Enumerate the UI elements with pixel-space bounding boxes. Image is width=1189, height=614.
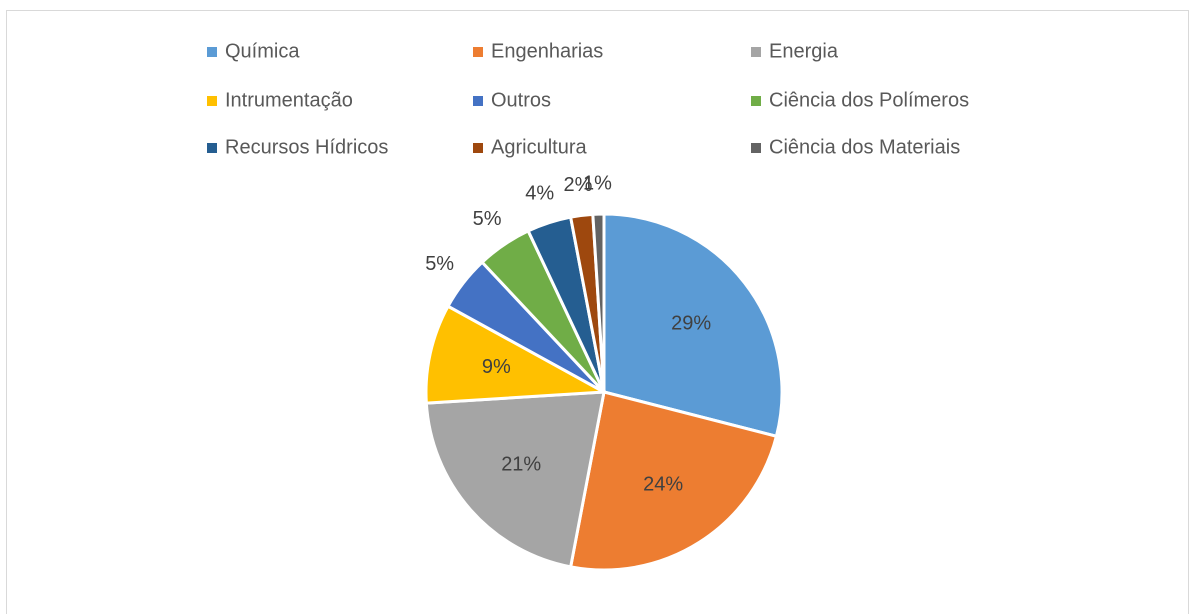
data-label: 29%	[671, 313, 711, 335]
legend-label: Agricultura	[491, 136, 587, 158]
legend-label: Outros	[491, 89, 551, 111]
legend-swatch	[207, 96, 217, 106]
data-label: 21%	[501, 453, 541, 475]
pie-slice	[424, 304, 610, 405]
pie-slice	[591, 212, 606, 393]
legend-label: Intrumentação	[225, 89, 353, 111]
legend-swatch	[751, 143, 761, 153]
legend-swatch	[473, 143, 483, 153]
legend-swatch	[473, 96, 483, 106]
data-label: 9%	[482, 356, 511, 378]
legend-label: Ciência dos Materiais	[769, 136, 960, 158]
data-label: 1%	[583, 172, 612, 194]
legend-label: Recursos Hídricos	[225, 136, 388, 158]
data-label: 4%	[525, 182, 554, 204]
legend-label: Engenharias	[491, 40, 603, 62]
legend-label: Ciência dos Polímeros	[769, 89, 969, 111]
legend-swatch	[751, 96, 761, 106]
legend-swatch	[207, 47, 217, 57]
pie-slice	[568, 390, 779, 572]
data-label: 5%	[473, 208, 502, 230]
legend-swatch	[473, 47, 483, 57]
data-label: 5%	[425, 253, 454, 275]
legend-label: Energia	[769, 40, 839, 62]
legend-label: Química	[225, 40, 300, 62]
legend-swatch	[207, 143, 217, 153]
pie-slice	[424, 390, 606, 569]
data-label: 24%	[643, 473, 683, 495]
data-label: 2%	[563, 174, 592, 196]
legend-swatch	[751, 47, 761, 57]
pie-slice	[602, 212, 784, 439]
